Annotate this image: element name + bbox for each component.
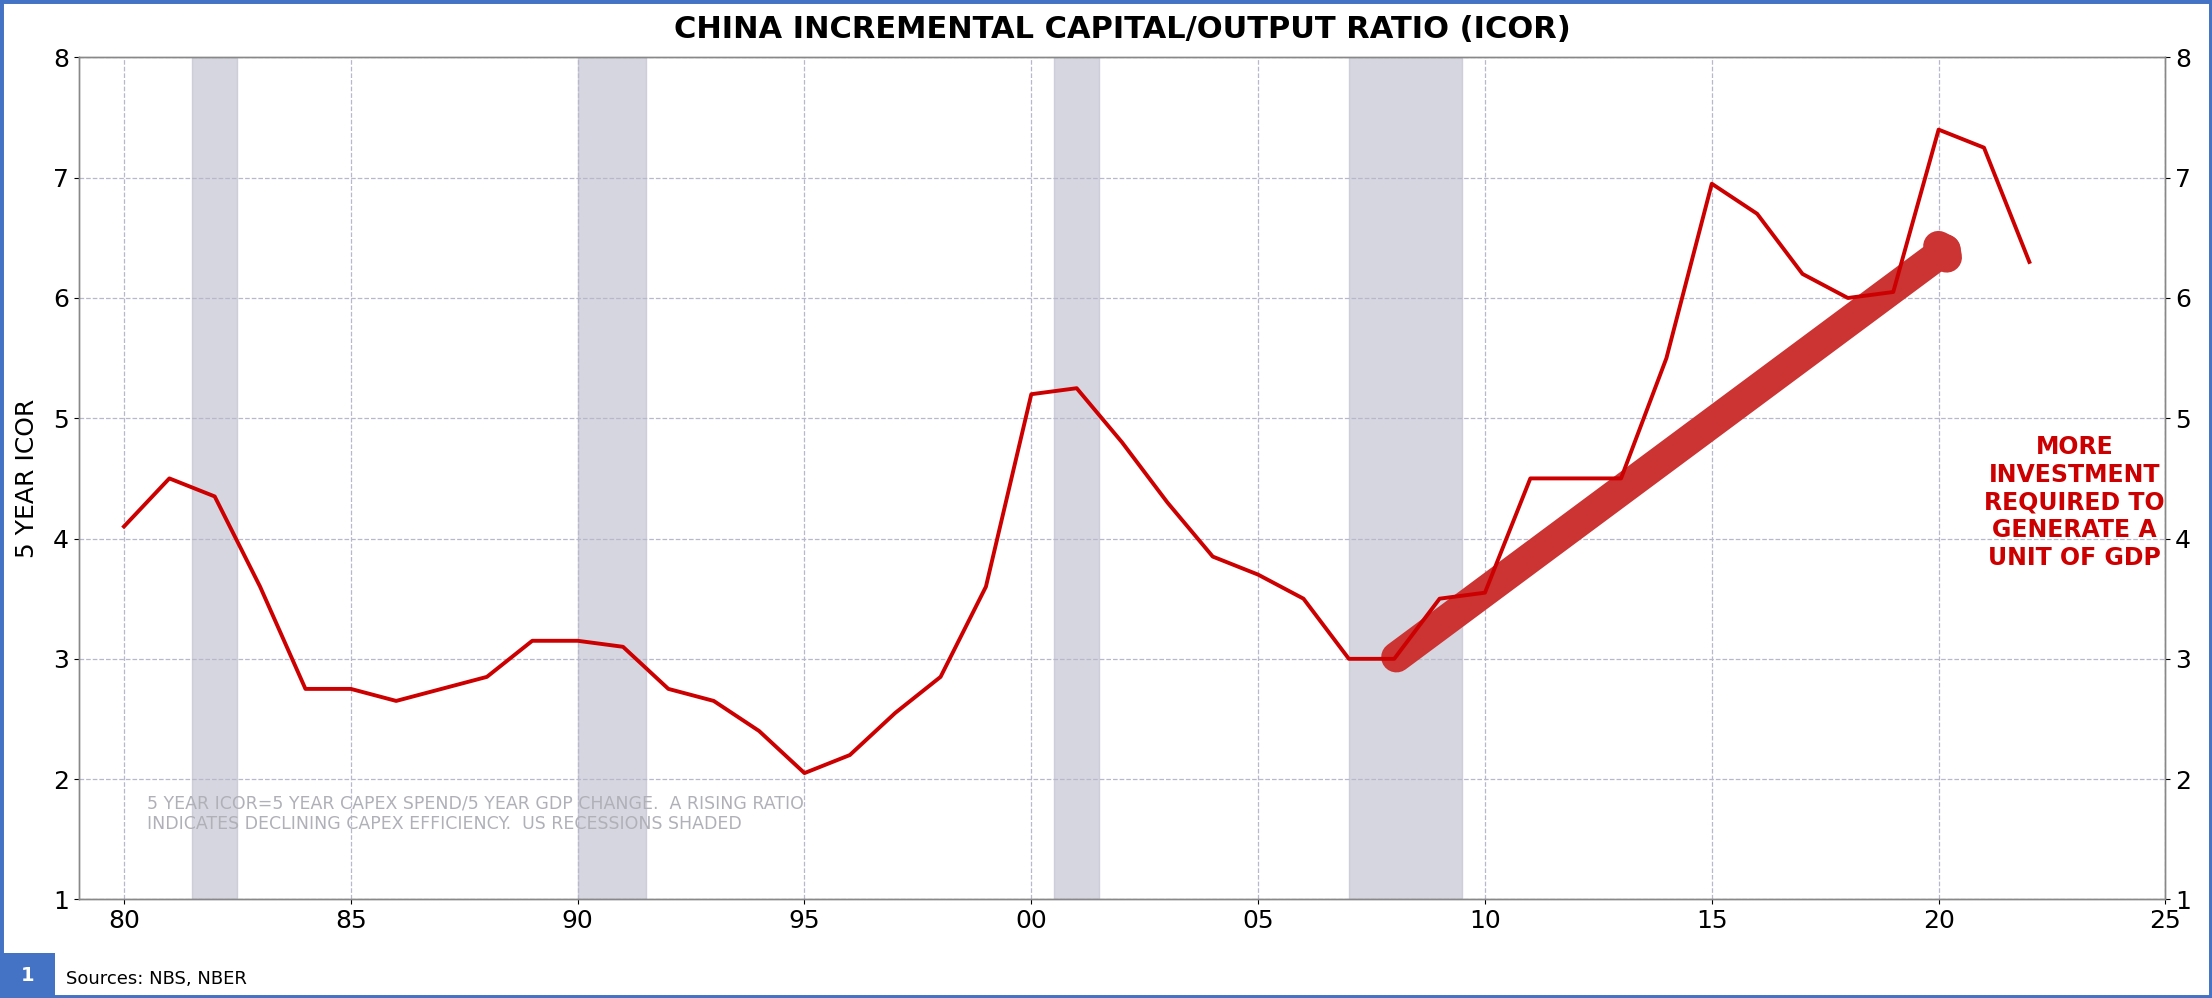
- Y-axis label: 5 YEAR ICOR: 5 YEAR ICOR: [15, 399, 40, 558]
- Bar: [192, 58, 237, 899]
- Text: MORE
INVESTMENT
REQUIRED TO
GENERATE A
UNIT OF GDP: MORE INVESTMENT REQUIRED TO GENERATE A U…: [1984, 435, 2166, 570]
- Bar: [1349, 58, 1462, 899]
- Text: 1: 1: [20, 966, 35, 985]
- Bar: [577, 58, 646, 899]
- Bar: [1053, 58, 1099, 899]
- Text: 5 YEAR ICOR=5 YEAR CAPEX SPEND/5 YEAR GDP CHANGE.  A RISING RATIO
INDICATES DECL: 5 YEAR ICOR=5 YEAR CAPEX SPEND/5 YEAR GD…: [146, 794, 803, 833]
- Text: Sources: NBS, NBER: Sources: NBS, NBER: [66, 970, 248, 988]
- Title: CHINA INCREMENTAL CAPITAL/OUTPUT RATIO (ICOR): CHINA INCREMENTAL CAPITAL/OUTPUT RATIO (…: [675, 15, 1571, 44]
